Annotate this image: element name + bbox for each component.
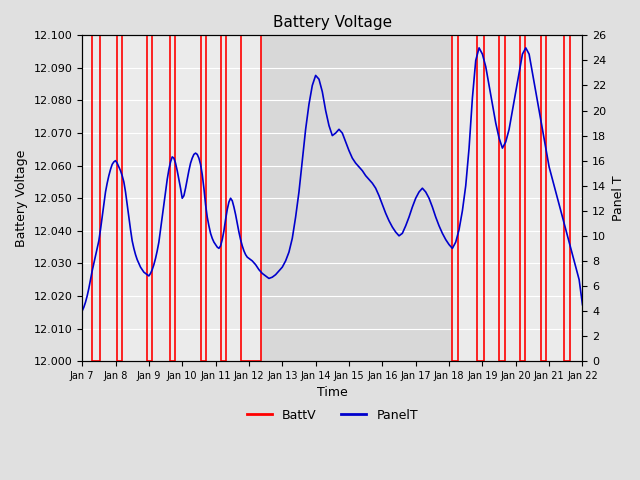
Y-axis label: Panel T: Panel T <box>612 175 625 221</box>
Y-axis label: Battery Voltage: Battery Voltage <box>15 150 28 247</box>
Bar <box>564 36 570 361</box>
Bar <box>452 36 458 361</box>
Text: BA_met: BA_met <box>0 479 1 480</box>
Bar <box>221 36 227 361</box>
Title: Battery Voltage: Battery Voltage <box>273 15 392 30</box>
Bar <box>117 36 122 361</box>
Bar <box>241 36 260 361</box>
Bar <box>200 36 206 361</box>
Bar <box>541 36 547 361</box>
Bar <box>477 36 484 361</box>
Bar <box>170 36 175 361</box>
Bar <box>260 36 452 361</box>
Bar <box>147 36 152 361</box>
Legend: BattV, PanelT: BattV, PanelT <box>242 404 423 427</box>
Bar <box>499 36 505 361</box>
Bar <box>520 36 525 361</box>
Bar <box>92 36 100 361</box>
X-axis label: Time: Time <box>317 386 348 399</box>
